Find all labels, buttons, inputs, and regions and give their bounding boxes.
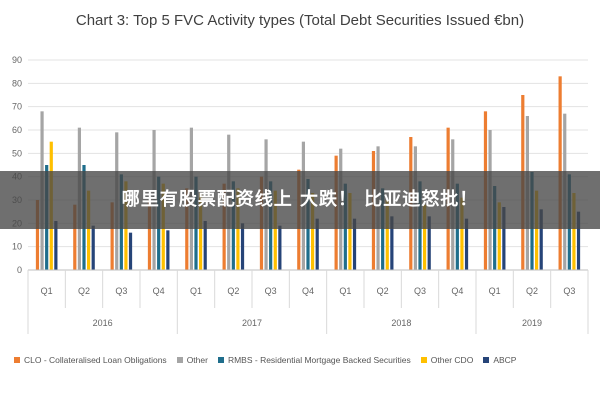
bar-4-13: [539, 209, 543, 270]
year-label: 2017: [242, 318, 262, 328]
bar-4-11: [464, 218, 469, 270]
bar-4-2: [128, 232, 133, 270]
bar-0-4: [185, 188, 189, 270]
x-tick-label: Q1: [339, 286, 351, 296]
y-tick-label: 80: [12, 78, 22, 88]
legend-swatch: [217, 357, 224, 363]
bar-4-3: [166, 230, 170, 270]
x-tick-label: Q2: [526, 286, 538, 296]
bar-4-0: [54, 221, 58, 270]
x-tick-label: Q3: [414, 286, 426, 296]
legend-label: Other: [186, 355, 208, 365]
y-tick-label: 60: [12, 125, 22, 135]
bar-3-5: [236, 188, 240, 270]
bar-3-13: [535, 190, 539, 270]
x-tick-label: Q1: [41, 286, 53, 296]
year-label: 2018: [391, 318, 411, 328]
bar-4-12: [502, 207, 506, 270]
legend-label: ABCP: [493, 355, 517, 365]
legend-item: ABCP: [483, 355, 516, 365]
x-tick-label: Q4: [451, 286, 463, 296]
bar-3-10: [423, 204, 427, 270]
x-tick-label: Q1: [489, 286, 501, 296]
x-tick-label: Q1: [190, 286, 202, 296]
legend-swatch: [420, 357, 427, 363]
chart-legend: CLO - Collateralised Loan Obligations Oth…: [14, 352, 594, 368]
x-tick-label: Q2: [78, 286, 90, 296]
legend-item: RMBS - Residential Mortgage Backed Secur…: [217, 355, 411, 365]
bar-4-10: [427, 216, 431, 270]
bar-3-14: [572, 193, 576, 270]
bar-3-1: [87, 190, 91, 270]
legend-swatch: [176, 357, 183, 363]
legend-label: CLO - Collateralised Loan Obligations: [24, 355, 167, 365]
bar-3-12: [497, 202, 501, 270]
bar-0-2: [110, 202, 114, 270]
x-tick-label: Q2: [377, 286, 389, 296]
bar-3-11: [460, 197, 464, 270]
banner-text: 哪里有股票配资线上 大跌！ 比亚迪怒批！: [121, 189, 479, 210]
bar-4-1: [91, 225, 95, 270]
bar-3-9: [385, 200, 389, 270]
legend-swatch: [14, 357, 20, 363]
bar-0-3: [147, 200, 152, 270]
bar-3-6: [273, 190, 277, 270]
bar-3-8: [348, 193, 352, 270]
y-tick-label: 0: [17, 265, 22, 275]
bar-4-8: [352, 218, 357, 270]
y-tick-label: 10: [12, 242, 22, 252]
bar-4-14: [576, 211, 581, 270]
year-label: 2019: [522, 318, 542, 328]
legend-swatch: [483, 357, 490, 363]
legend-item: CLO - Collateralised Loan Obligations: [14, 355, 167, 365]
y-tick-label: 90: [12, 55, 22, 65]
bar-0-0: [35, 200, 40, 270]
legend-item: Other: [176, 355, 208, 365]
overlay-banner: 哪里有股票配资线上 大跌！ 比亚迪怒批！: [0, 171, 600, 229]
x-tick-label: Q4: [302, 286, 314, 296]
legend-label: RMBS - Residential Mortgage Backed Secur…: [227, 355, 411, 365]
bar-0-1: [73, 204, 77, 270]
bar-4-7: [315, 218, 319, 270]
year-label: 2016: [93, 318, 113, 328]
y-tick-label: 50: [12, 148, 22, 158]
legend-label: Other CDO: [430, 355, 474, 365]
bar-4-6: [278, 225, 282, 270]
x-tick-label: Q2: [227, 286, 239, 296]
bar-3-4: [199, 193, 203, 270]
x-tick-label: Q4: [153, 286, 165, 296]
bar-4-5: [240, 223, 245, 270]
x-tick-label: Q3: [115, 286, 127, 296]
chart-title: Chart 3: Top 5 FVC Activity types (Total…: [75, 12, 525, 29]
legend-item: Other CDO: [420, 355, 474, 365]
bar-4-4: [203, 221, 207, 270]
bar-2-9: [381, 188, 385, 270]
x-tick-label: Q3: [563, 286, 575, 296]
x-tick-label: Q3: [265, 286, 277, 296]
bar-4-9: [390, 216, 394, 270]
y-tick-label: 70: [12, 102, 22, 112]
bar-3-7: [311, 193, 315, 270]
